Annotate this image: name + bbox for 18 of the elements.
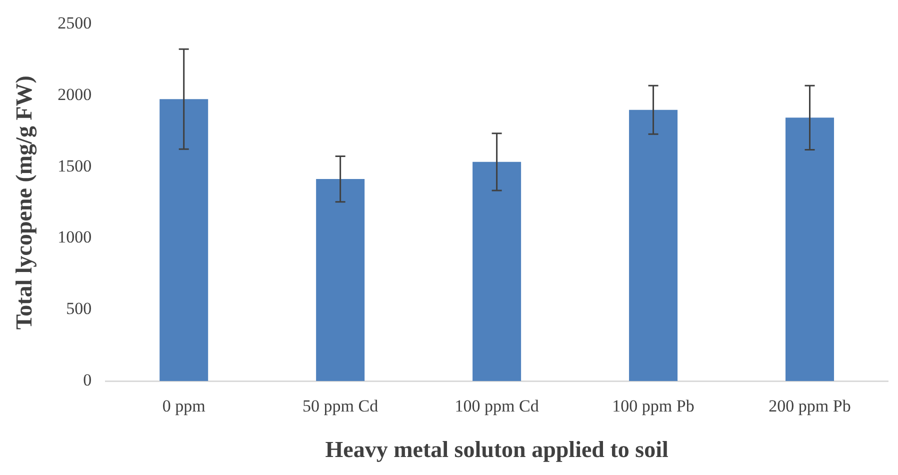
bar — [316, 179, 365, 381]
x-tick-label: 100 ppm Pb — [612, 396, 694, 416]
bar — [472, 162, 522, 381]
bar — [786, 118, 834, 381]
x-tick-label: 50 ppm Cd — [302, 396, 379, 416]
x-axis-title: Heavy metal soluton applied to soil — [325, 437, 668, 462]
x-tick-label: 0 ppm — [162, 396, 206, 416]
x-tick-label: 100 ppm Cd — [454, 396, 540, 416]
y-tick-label: 1000 — [58, 228, 92, 247]
y-tick-label: 0 — [83, 370, 92, 390]
x-tick-label: 200 ppm Pb — [768, 396, 851, 416]
y-tick-label: 1500 — [58, 156, 92, 176]
bar — [160, 99, 208, 381]
y-tick-label: 2000 — [58, 85, 92, 104]
y-tick-label: 500 — [66, 299, 92, 318]
bar — [629, 110, 678, 381]
y-axis-title: Total lycopene (mg/g FW) — [12, 76, 38, 330]
y-tick-label: 2500 — [58, 14, 92, 33]
